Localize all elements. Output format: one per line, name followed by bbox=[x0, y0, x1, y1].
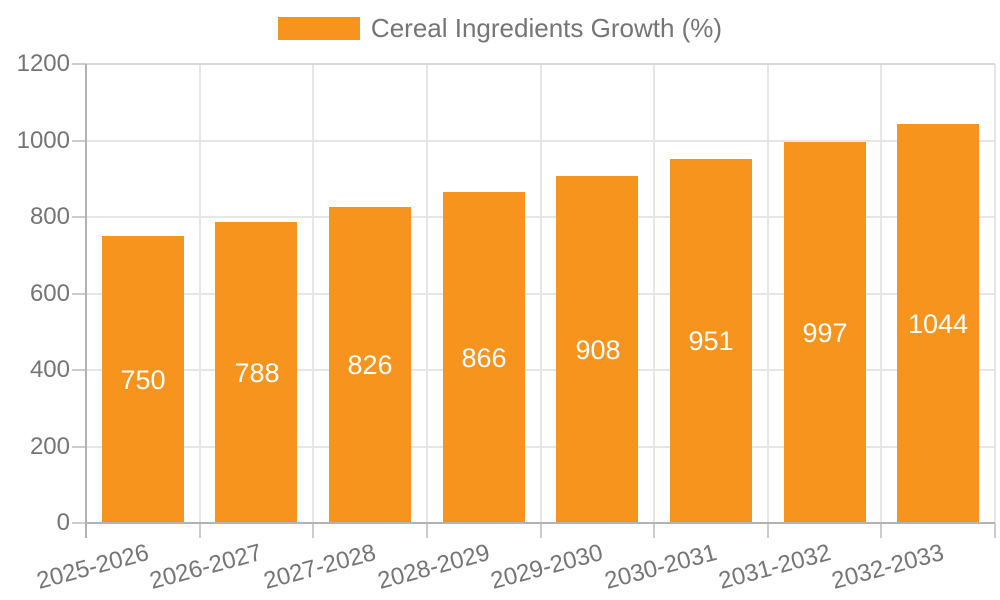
y-axis-label: 600 bbox=[29, 280, 70, 307]
bar-value-label: 1044 bbox=[907, 309, 969, 339]
gridline-horizontal bbox=[86, 293, 995, 295]
legend-label: Cereal Ingredients Growth (%) bbox=[370, 13, 723, 43]
bar[interactable] bbox=[556, 176, 638, 523]
bar[interactable] bbox=[102, 236, 184, 523]
bar-value-label: 951 bbox=[688, 326, 734, 356]
y-axis-label: 0 bbox=[56, 509, 70, 536]
bar[interactable] bbox=[443, 192, 525, 523]
y-axis-tick bbox=[72, 293, 86, 295]
y-axis-tick bbox=[72, 522, 86, 524]
x-axis-tick bbox=[653, 523, 655, 538]
x-axis-tick bbox=[994, 523, 996, 538]
y-axis-tick bbox=[72, 369, 86, 371]
y-axis-tick bbox=[72, 63, 86, 65]
bar-value-label: 788 bbox=[234, 358, 280, 388]
gridline-horizontal bbox=[86, 216, 995, 218]
bar[interactable] bbox=[784, 142, 866, 523]
x-axis-tick bbox=[426, 523, 428, 538]
x-axis-tick bbox=[880, 523, 882, 538]
bar-value-label: 866 bbox=[461, 343, 507, 373]
x-axis-tick bbox=[767, 523, 769, 538]
gridline-vertical bbox=[994, 64, 996, 523]
gridline-horizontal bbox=[86, 63, 995, 65]
y-axis-tick bbox=[72, 216, 86, 218]
y-axis-tick bbox=[72, 140, 86, 142]
bar-value-label: 826 bbox=[347, 350, 393, 380]
bar-value-label: 750 bbox=[120, 365, 166, 395]
y-axis-line bbox=[85, 64, 87, 538]
gridline-horizontal bbox=[86, 369, 995, 371]
y-axis-label: 400 bbox=[29, 356, 70, 383]
x-axis-baseline bbox=[86, 522, 995, 524]
bar[interactable] bbox=[215, 222, 297, 523]
x-axis-tick bbox=[540, 523, 542, 538]
bar[interactable] bbox=[897, 124, 979, 523]
legend-swatch[interactable] bbox=[277, 16, 360, 40]
x-axis-tick bbox=[199, 523, 201, 538]
bar[interactable] bbox=[329, 207, 411, 523]
bar-value-label: 997 bbox=[802, 318, 848, 348]
plot-area: 750 788 826 866 908 951 997 1044 bbox=[72, 63, 996, 538]
y-axis-tick bbox=[72, 446, 86, 448]
bar[interactable] bbox=[670, 159, 752, 523]
legend[interactable]: Cereal Ingredients Growth (%) bbox=[0, 0, 1000, 56]
y-axis-label: 200 bbox=[29, 433, 70, 460]
gridline-horizontal bbox=[86, 446, 995, 448]
y-axis-label: 800 bbox=[29, 203, 70, 230]
y-axis-label: 1000 bbox=[16, 127, 70, 154]
x-axis-tick bbox=[312, 523, 314, 538]
gridline-horizontal bbox=[86, 140, 995, 142]
y-axis-label: 1200 bbox=[16, 50, 70, 77]
bar-value-label: 908 bbox=[575, 335, 621, 365]
